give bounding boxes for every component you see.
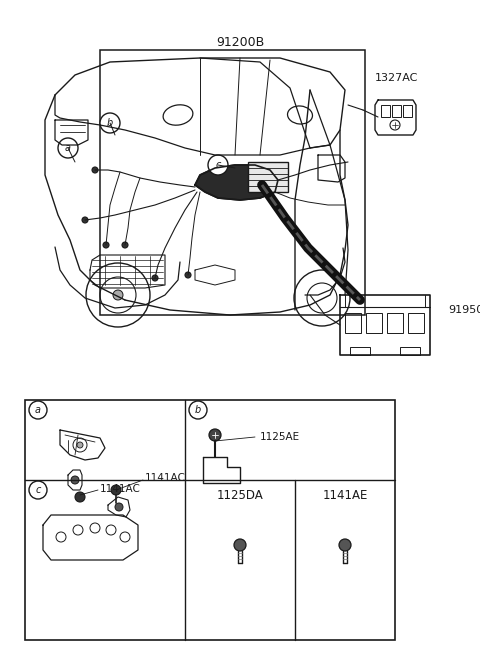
Bar bbox=[387, 313, 403, 333]
Bar bbox=[381, 105, 390, 117]
Text: 91200B: 91200B bbox=[216, 37, 264, 50]
Circle shape bbox=[185, 272, 191, 278]
Text: 1141AE: 1141AE bbox=[322, 489, 368, 502]
Circle shape bbox=[111, 485, 121, 495]
Polygon shape bbox=[195, 165, 278, 200]
Circle shape bbox=[77, 442, 83, 448]
Circle shape bbox=[103, 242, 109, 248]
Bar bbox=[408, 313, 424, 333]
Text: a: a bbox=[35, 405, 41, 415]
Circle shape bbox=[75, 492, 85, 502]
Bar bbox=[248, 162, 288, 192]
Bar bbox=[392, 105, 401, 117]
Circle shape bbox=[100, 113, 120, 133]
Polygon shape bbox=[0, 0, 480, 390]
Bar bbox=[403, 105, 412, 117]
Bar bbox=[400, 347, 420, 355]
Circle shape bbox=[113, 290, 123, 300]
Circle shape bbox=[29, 481, 47, 499]
Bar bbox=[366, 313, 382, 333]
Circle shape bbox=[152, 275, 158, 281]
Bar bbox=[350, 347, 370, 355]
Circle shape bbox=[71, 476, 79, 484]
Circle shape bbox=[115, 503, 123, 511]
Bar bbox=[25, 400, 395, 640]
Circle shape bbox=[58, 138, 78, 158]
Circle shape bbox=[122, 242, 128, 248]
Circle shape bbox=[82, 217, 88, 223]
Circle shape bbox=[339, 539, 351, 551]
Circle shape bbox=[92, 167, 98, 173]
Circle shape bbox=[29, 401, 47, 419]
Circle shape bbox=[208, 155, 228, 175]
Text: a: a bbox=[65, 143, 71, 153]
Text: b: b bbox=[195, 405, 201, 415]
Text: c: c bbox=[36, 485, 41, 495]
Circle shape bbox=[209, 429, 221, 441]
Bar bbox=[345, 313, 361, 333]
Text: b: b bbox=[107, 118, 113, 128]
Text: 1125AE: 1125AE bbox=[260, 432, 300, 442]
Bar bbox=[100, 50, 365, 315]
Text: 1141AC: 1141AC bbox=[145, 473, 186, 483]
Text: 1125DA: 1125DA bbox=[216, 489, 264, 502]
Text: 1327AC: 1327AC bbox=[375, 73, 419, 83]
Circle shape bbox=[234, 539, 246, 551]
Text: c: c bbox=[216, 160, 221, 170]
Circle shape bbox=[189, 401, 207, 419]
Text: 1141AC: 1141AC bbox=[100, 484, 141, 494]
Text: 91950E: 91950E bbox=[448, 305, 480, 315]
